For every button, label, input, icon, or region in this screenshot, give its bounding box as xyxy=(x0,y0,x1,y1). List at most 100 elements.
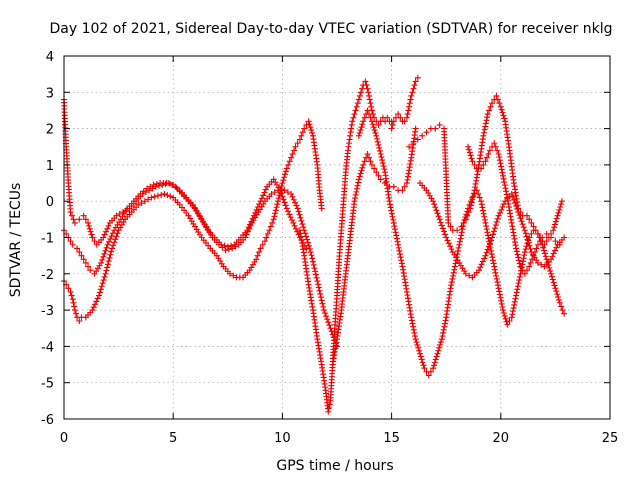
data-point xyxy=(308,127,315,134)
data-point xyxy=(353,103,360,110)
data-point xyxy=(299,221,306,228)
data-point xyxy=(561,310,568,317)
data-point xyxy=(403,114,410,121)
data-point xyxy=(262,186,269,193)
data-point xyxy=(438,222,445,229)
data-point xyxy=(550,279,557,286)
data-point xyxy=(89,307,96,314)
data-point xyxy=(559,307,566,314)
data-point xyxy=(481,213,488,220)
data-point xyxy=(97,286,104,293)
data-point xyxy=(418,356,425,363)
data-point xyxy=(80,212,87,219)
data-point xyxy=(275,195,282,202)
data-point xyxy=(462,216,469,223)
data-point xyxy=(458,232,465,239)
data-point xyxy=(555,209,562,216)
data-point xyxy=(447,243,454,250)
data-point xyxy=(395,244,402,251)
data-point xyxy=(289,193,296,200)
data-point xyxy=(435,347,442,354)
data-point xyxy=(258,195,265,202)
data-point xyxy=(491,225,498,232)
data-point xyxy=(526,216,533,223)
data-point xyxy=(76,317,83,324)
data-point xyxy=(517,263,524,270)
data-point xyxy=(272,210,279,217)
data-point xyxy=(281,199,288,206)
data-point xyxy=(408,317,415,324)
data-point xyxy=(381,166,388,173)
data-point xyxy=(440,329,447,336)
data-point xyxy=(358,89,365,96)
data-point xyxy=(311,265,318,272)
data-point xyxy=(154,192,161,199)
y-tick-label: -2 xyxy=(41,268,54,283)
data-point xyxy=(502,185,509,192)
data-point xyxy=(484,114,491,121)
data-point xyxy=(321,310,328,317)
data-point xyxy=(500,112,507,119)
data-point xyxy=(503,188,510,195)
data-point xyxy=(479,204,486,211)
data-point xyxy=(486,107,493,114)
data-point xyxy=(480,207,487,214)
data-point xyxy=(359,85,366,92)
data-point xyxy=(501,179,508,186)
data-point xyxy=(516,257,522,264)
data-point xyxy=(269,219,276,226)
data-point xyxy=(494,147,501,154)
data-point xyxy=(350,114,357,121)
data-point xyxy=(74,245,81,252)
data-point xyxy=(441,228,448,235)
data-point xyxy=(367,100,374,107)
data-point xyxy=(103,244,110,251)
data-point xyxy=(96,289,103,296)
chart-title: Day 102 of 2021, Sidereal Day-to-day VTE… xyxy=(50,21,613,37)
data-point xyxy=(104,264,111,271)
data-point xyxy=(167,193,174,200)
data-point xyxy=(325,405,332,412)
data-point xyxy=(390,216,397,223)
data-point xyxy=(376,144,383,151)
data-point xyxy=(98,259,105,266)
data-point xyxy=(301,125,308,132)
data-point xyxy=(303,233,310,240)
data-point xyxy=(466,272,473,279)
data-point xyxy=(482,158,489,165)
data-point xyxy=(93,298,100,305)
data-point xyxy=(259,241,266,248)
data-point xyxy=(425,372,432,379)
data-point xyxy=(553,244,560,251)
data-point xyxy=(448,282,455,289)
data-point xyxy=(478,201,485,208)
data-point xyxy=(300,224,307,231)
data-point xyxy=(496,157,503,164)
data-point xyxy=(500,310,507,317)
data-point xyxy=(245,224,252,231)
data-point xyxy=(169,181,176,188)
data-point xyxy=(352,107,359,114)
data-point xyxy=(475,190,482,197)
data-point xyxy=(419,132,426,139)
data-point xyxy=(477,264,484,271)
data-point xyxy=(521,270,528,277)
data-point xyxy=(292,143,299,150)
data-point xyxy=(520,224,527,231)
data-point xyxy=(431,201,438,208)
data-point xyxy=(468,155,475,162)
data-point xyxy=(292,225,299,232)
data-point xyxy=(100,277,107,284)
data-point xyxy=(87,267,94,274)
data-point xyxy=(285,208,292,215)
data-point xyxy=(378,154,385,161)
data-point xyxy=(521,227,528,234)
data-point xyxy=(82,216,89,223)
data-point xyxy=(305,118,312,125)
data-point xyxy=(85,222,92,229)
data-point xyxy=(165,180,172,187)
data-point xyxy=(494,282,501,289)
data-point xyxy=(466,149,473,156)
data-point xyxy=(525,239,532,246)
data-point xyxy=(71,303,78,310)
